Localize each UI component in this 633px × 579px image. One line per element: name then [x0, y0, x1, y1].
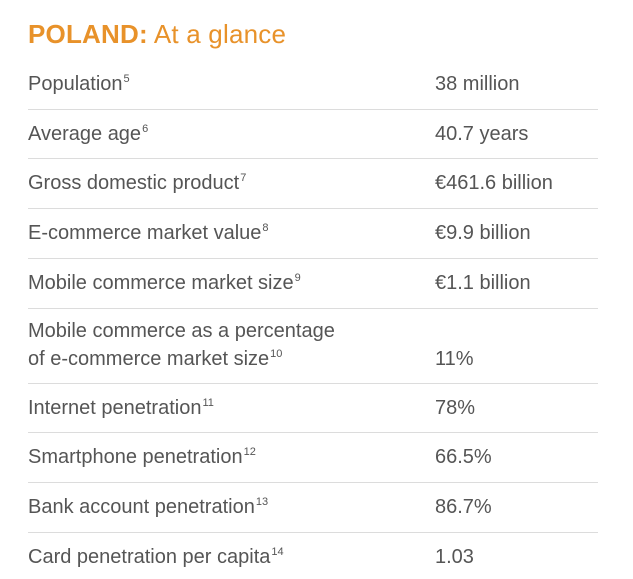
table-row-internet-penetration: Internet penetration11 78%	[28, 384, 598, 433]
table-row-average-age: Average age6 40.7 years	[28, 110, 598, 159]
row-label: Card penetration per capita14	[28, 546, 284, 568]
row-value: €461.6 billion	[435, 172, 553, 194]
row-label: Mobile commerce market size9	[28, 272, 301, 294]
facts-table: Population5 38 million Average age6 40.7…	[28, 60, 598, 579]
title-rest: At a glance	[147, 19, 287, 49]
row-value: 11%	[435, 348, 474, 370]
row-label: of e-commerce market size10	[28, 348, 283, 370]
row-label: Smartphone penetration12	[28, 446, 256, 468]
row-label: E-commerce market value8	[28, 222, 269, 244]
footnote-ref: 6	[142, 123, 149, 136]
row-label: Bank account penetration13	[28, 496, 269, 518]
row-label-line1: Mobile commerce as a percentage	[28, 320, 335, 342]
footnote-ref: 13	[255, 496, 269, 509]
row-label: Average age6	[28, 123, 149, 145]
footnote-ref: 9	[294, 272, 301, 285]
table-row-smartphone-penetration: Smartphone penetration12 66.5%	[28, 433, 598, 483]
row-label: Gross domestic product7	[28, 172, 247, 194]
row-label: Population5	[28, 73, 130, 95]
table-row-mobile-commerce-percentage: Mobile commerce as a percentage of e-com…	[28, 309, 598, 384]
row-value: 38 million	[435, 73, 520, 95]
row-label: Internet penetration11	[28, 397, 214, 419]
table-row-bank-account-penetration: Bank account penetration13 86.7%	[28, 483, 598, 533]
row-value: 66.5%	[435, 446, 492, 468]
title-country: POLAND:	[28, 19, 148, 49]
footnote-ref: 10	[270, 348, 283, 361]
footnote-ref: 14	[271, 546, 284, 559]
table-row-mobile-commerce-size: Mobile commerce market size9 €1.1 billio…	[28, 259, 598, 309]
row-value: 1.03	[435, 546, 474, 568]
footnote-ref: 11	[202, 397, 214, 410]
table-row-ecommerce-value: E-commerce market value8 €9.9 billion	[28, 209, 598, 259]
page-title: POLAND: At a glance	[28, 19, 286, 50]
table-row-population: Population5 38 million	[28, 60, 598, 110]
row-value: 86.7%	[435, 496, 492, 518]
footnote-ref: 5	[123, 73, 130, 86]
row-value: €9.9 billion	[435, 222, 531, 244]
footnote-ref: 12	[243, 446, 256, 459]
row-value: 78%	[435, 397, 476, 419]
table-row-card-penetration: Card penetration per capita14 1.03	[28, 533, 598, 579]
footnote-ref: 7	[240, 172, 247, 185]
footnote-ref: 8	[262, 222, 269, 235]
row-value: 40.7 years	[435, 123, 529, 145]
table-row-gdp: Gross domestic product7 €461.6 billion	[28, 159, 598, 209]
row-value: €1.1 billion	[435, 272, 531, 294]
